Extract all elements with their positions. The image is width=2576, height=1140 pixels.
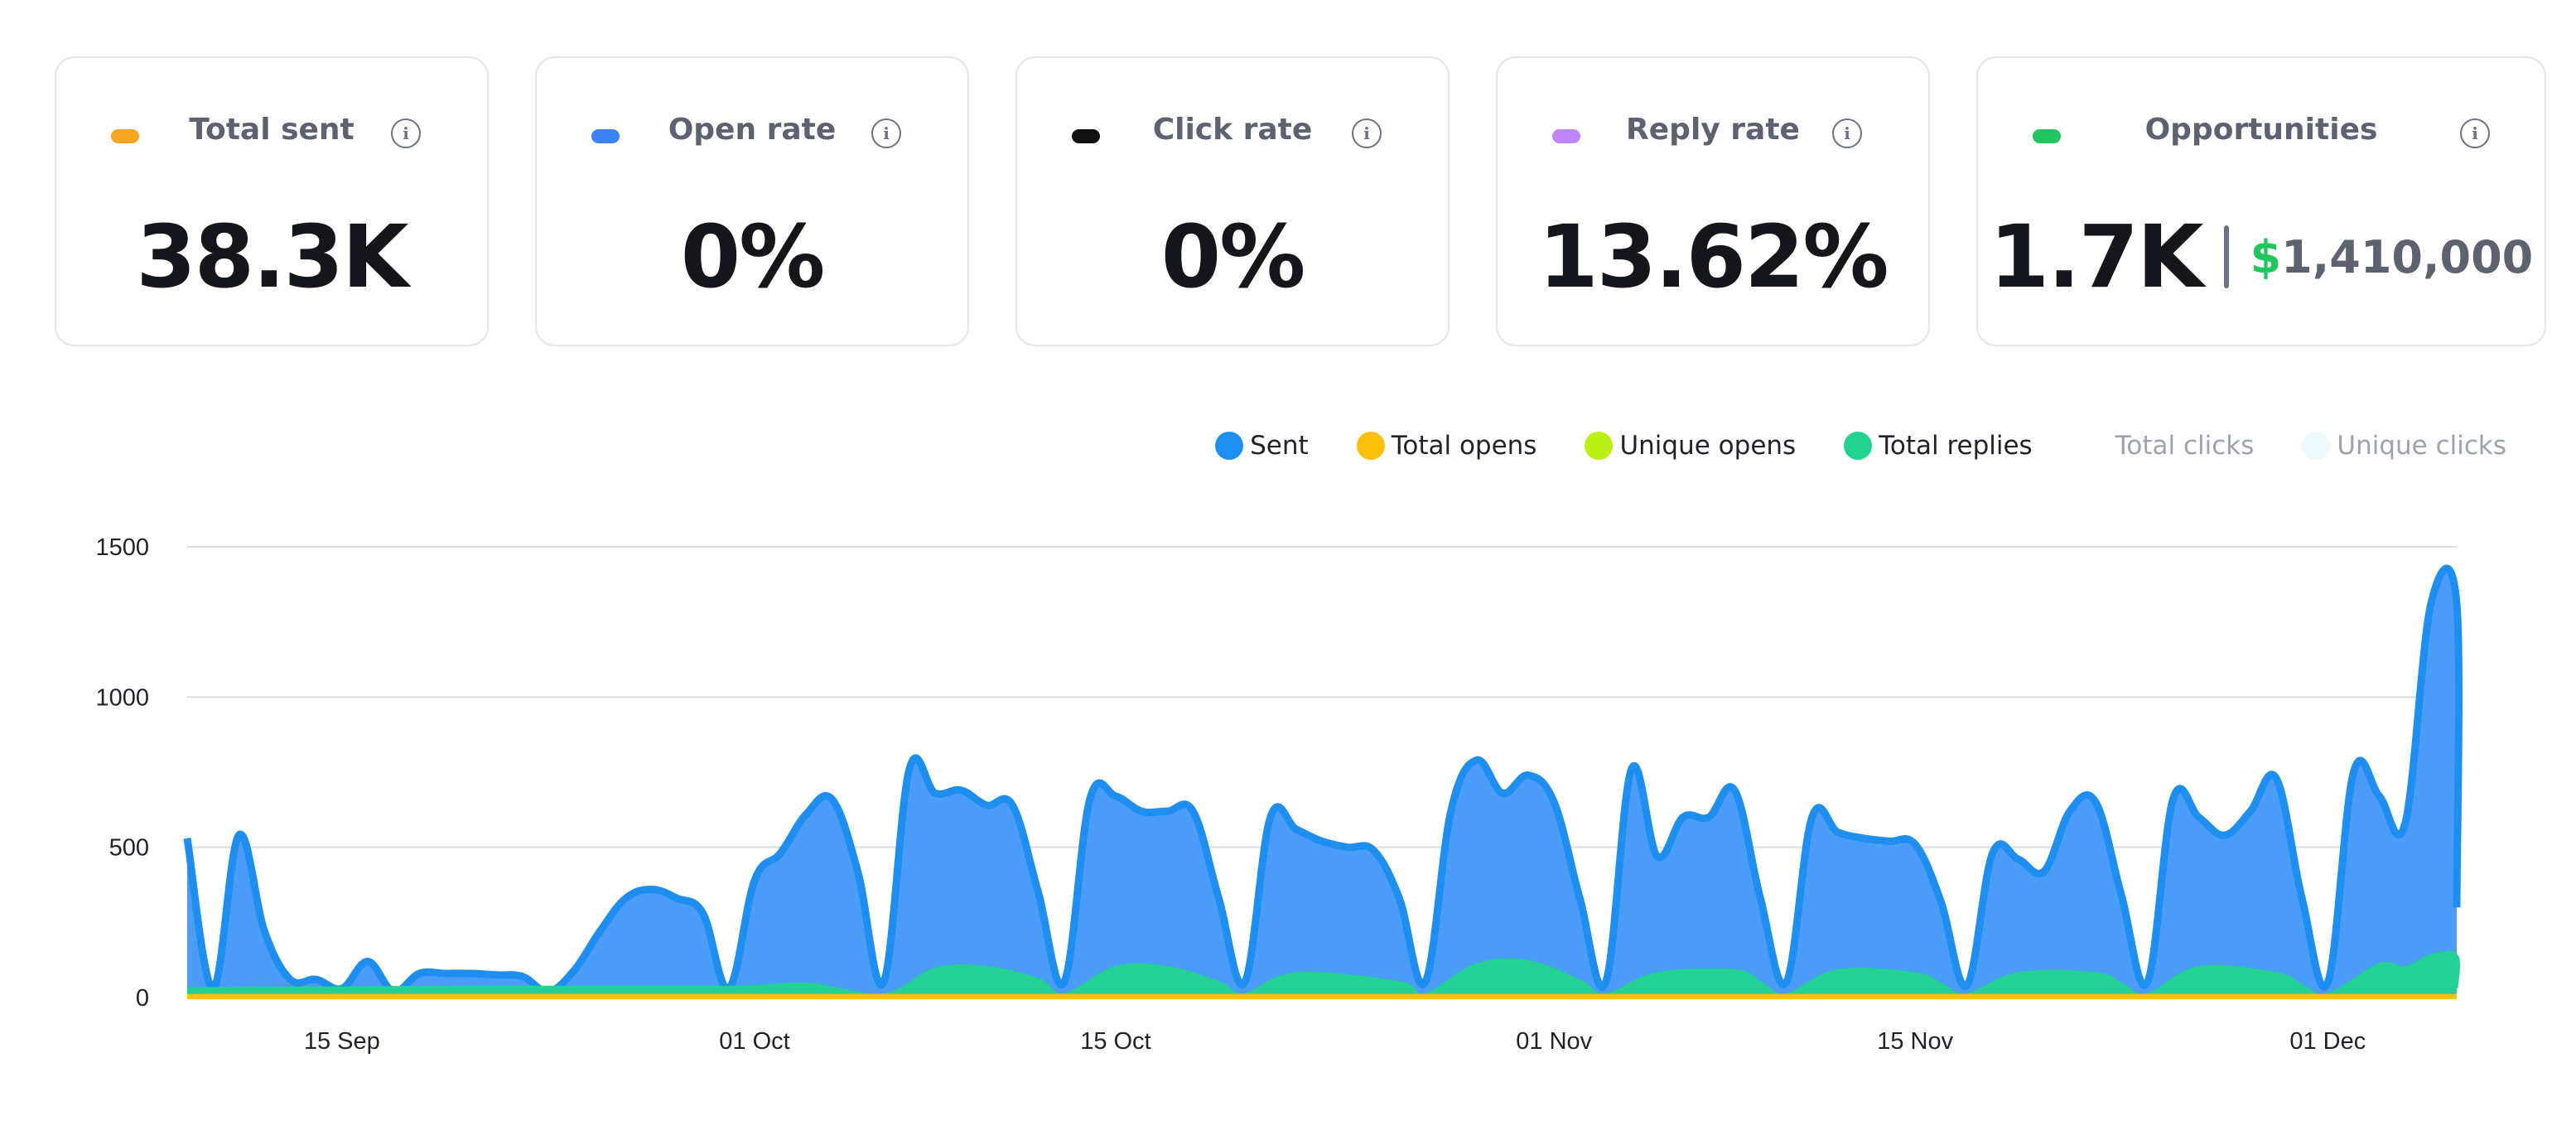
legend-label: Total replies (1879, 431, 2033, 461)
chart-legend: Sent Total opens Unique opens Total repl… (1215, 431, 2506, 461)
currency-symbol: $ (2250, 230, 2282, 283)
card-value: 0% (680, 206, 826, 307)
card-value: 0% (1160, 206, 1306, 307)
card-label: Reply rate (1626, 113, 1800, 147)
legend-swatch (2080, 432, 2109, 460)
legend-item-unique-opens[interactable]: Unique opens (1585, 431, 1796, 461)
series-total-opens-area (187, 993, 2457, 999)
info-icon[interactable]: i (2460, 118, 2490, 148)
kpi-cards: Total sent i 38.3K Open rate i 0% Click … (55, 56, 2549, 346)
total-sent-color-dot (111, 129, 139, 143)
info-icon[interactable]: i (871, 118, 901, 148)
card-label: Opportunities (2144, 113, 2378, 147)
card-label: Total sent (189, 113, 355, 147)
legend-swatch (1585, 432, 1614, 460)
x-tick-label: 01 Nov (1516, 1028, 1592, 1055)
series-total-replies-area (187, 952, 2459, 998)
opportunities-amount: $1,410,000 (2250, 231, 2534, 283)
legend-label: Unique opens (1619, 431, 1797, 461)
x-tick-label: 01 Oct (719, 1028, 789, 1055)
legend-swatch (1356, 432, 1385, 460)
info-icon[interactable]: i (1352, 118, 1382, 148)
series-sent-line (183, 564, 2463, 996)
info-icon[interactable]: i (391, 118, 421, 148)
card-value: 13.62% (1538, 206, 1889, 307)
x-tick-label: 15 Nov (1877, 1028, 1953, 1055)
open-rate-card[interactable]: Open rate i 0% (535, 56, 969, 346)
legend-item-total-clicks[interactable]: Total clicks (2080, 431, 2255, 461)
legend-swatch (1215, 432, 1244, 460)
reply-rate-color-dot (1552, 129, 1580, 143)
legend-label: Total opens (1391, 431, 1537, 461)
legend-item-unique-clicks[interactable]: Unique clicks (2302, 431, 2506, 461)
y-tick-label: 1500 (95, 534, 149, 561)
x-tick-label: 15 Oct (1080, 1028, 1151, 1055)
legend-label: Unique clicks (2337, 431, 2506, 461)
legend-swatch (1844, 432, 1873, 460)
x-tick-label: 01 Dec (2289, 1028, 2366, 1055)
series-sent-area (187, 568, 2459, 998)
legend-item-sent[interactable]: Sent (1215, 431, 1309, 461)
legend-swatch (2302, 432, 2331, 460)
y-tick-label: 1000 (95, 684, 149, 711)
x-tick-label: 15 Sep (304, 1028, 380, 1055)
click-rate-color-dot (1072, 129, 1100, 143)
card-value: 38.3K (136, 206, 408, 307)
value-divider (2223, 225, 2229, 288)
y-tick-label: 500 (109, 835, 149, 862)
amount-value: 1,410,000 (2281, 230, 2534, 283)
y-tick-label: 0 (136, 985, 149, 1012)
opportunities-count: 1.7K (1989, 206, 2204, 307)
opportunities-card[interactable]: Opportunities i 1.7K $1,410,000 (1976, 56, 2546, 346)
legend-label: Total clicks (2115, 431, 2255, 461)
opportunities-value: 1.7K $1,410,000 (1978, 214, 2545, 300)
legend-item-total-opens[interactable]: Total opens (1356, 431, 1537, 461)
card-label: Click rate (1152, 113, 1313, 147)
reply-rate-card[interactable]: Reply rate i 13.62% (1496, 56, 1930, 346)
legend-label: Sent (1250, 431, 1309, 461)
total-sent-card[interactable]: Total sent i 38.3K (55, 56, 489, 346)
activity-chart: 0 500 1000 1500 15 Sep 01 Oct 15 Oct 01 Nov 15 N… (0, 505, 2576, 1085)
info-icon[interactable]: i (1832, 118, 1862, 148)
legend-item-total-replies[interactable]: Total replies (1844, 431, 2033, 461)
opportunities-color-dot (2033, 129, 2061, 143)
chart-svg: 0 500 1000 1500 15 Sep 01 Oct 15 Oct 01 Nov 15 N… (95, 534, 2463, 1055)
click-rate-card[interactable]: Click rate i 0% (1015, 56, 1450, 346)
card-label: Open rate (668, 113, 837, 147)
open-rate-color-dot (591, 129, 620, 143)
